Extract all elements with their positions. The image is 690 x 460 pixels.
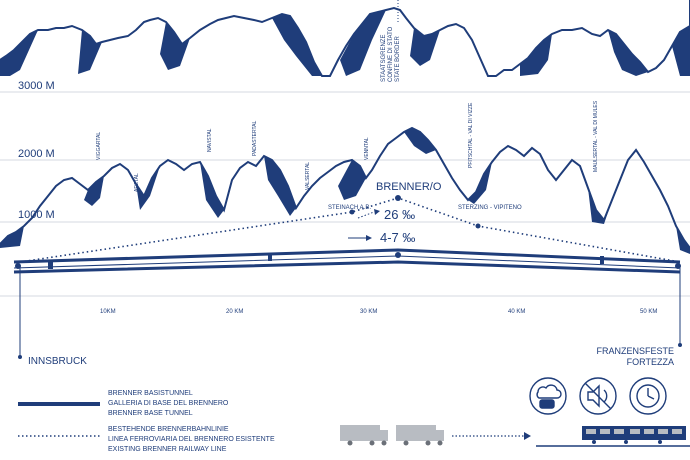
portal-marker-3 <box>600 256 604 264</box>
state-border-label: STAATSGRENZE CONFINE DI STATO STATE BORD… <box>381 26 401 82</box>
distance-label-50: 50 KM <box>640 309 657 315</box>
station-dot-brenner <box>395 195 401 201</box>
tunnel-mid-brenner <box>395 252 401 258</box>
svg-text:CONFINE DI STATO: CONFINE DI STATO <box>388 26 394 82</box>
legend-base-tunnel-en: BRENNER BASE TUNNEL <box>108 410 193 417</box>
truck-icon <box>340 425 444 446</box>
terrain-shading <box>0 128 690 254</box>
station-label-sterzing: STERZING - VIPITENO <box>458 205 522 211</box>
legend-existing-it: LINEA FERROVIARIA DEL BRENNERO ESISTENTE <box>108 436 275 443</box>
gradient-existing-arrow <box>357 209 380 219</box>
valley-label-arztal: ARZTAL <box>134 173 140 192</box>
upper-ridge-shading <box>0 10 690 76</box>
station-label-steinach: STEINACH A.B. <box>328 205 371 211</box>
distance-label-30: 30 KM <box>360 309 377 315</box>
innsbruck-dot <box>18 355 22 359</box>
elevation-label-2000: 2000 M <box>18 148 55 160</box>
valley-label-maulsertal: MAULSERTAL - VAL DI MULES <box>593 100 599 172</box>
station-dot-steinach <box>349 209 355 215</box>
weather-cloud-train-icon <box>529 377 567 415</box>
endpoint-franzensfeste: FRANZENSFESTE <box>596 346 674 356</box>
arrow-right-icon <box>452 432 531 440</box>
station-label-brenner: BRENNER/O <box>376 181 442 193</box>
endpoint-fortezza: FORTEZZA <box>627 357 674 367</box>
elevation-label-3000: 3000 M <box>18 80 55 92</box>
endpoint-innsbruck: INNSBRUCK <box>28 356 87 367</box>
train-icon <box>536 426 690 447</box>
svg-text:STATE BORDER: STATE BORDER <box>395 36 401 82</box>
main-terrain-profile <box>0 126 690 249</box>
elevation-label-1000: 1000 M <box>18 209 55 221</box>
no-noise-icon <box>579 377 617 415</box>
valley-label-viggartal: VIGGARTAL <box>96 132 102 160</box>
gradient-base-tunnel: 4-7 ‰ <box>380 230 415 245</box>
svg-text:STAATSGRENZE: STAATSGRENZE <box>381 35 387 82</box>
legend-base-tunnel-it: GALLERIA DI BASE DEL BRENNERO <box>108 400 229 407</box>
station-dot-sterzing <box>475 223 481 229</box>
legend-base-tunnel-swatch <box>18 402 100 406</box>
valley-label-valsertal: VALSERTAL <box>305 162 311 190</box>
upper-ridge-profile <box>0 0 690 77</box>
base-tunnel-line <box>13 248 681 274</box>
portal-marker-2 <box>268 253 272 261</box>
portal-marker-1 <box>48 261 53 269</box>
valley-label-padastertal: PADASTERTAL <box>252 120 258 156</box>
valley-label-venntal: VENNTAL <box>364 137 370 160</box>
distance-label-10: 10KM <box>100 309 116 315</box>
gradient-existing: 26 ‰ <box>384 207 415 222</box>
franzensfeste-dot <box>678 343 682 347</box>
valley-label-pfitschtal: PFITSCHTAL - VAL DI VIZZE <box>468 102 474 168</box>
gradient-base-arrow <box>348 235 372 241</box>
valley-label-navistal: NAVISTAL <box>207 128 213 152</box>
legend-base-tunnel-de: BRENNER BASISTUNNEL <box>108 390 193 397</box>
distance-label-20: 20 KM <box>226 309 243 315</box>
distance-label-40: 40 KM <box>508 309 525 315</box>
clock-icon <box>629 377 667 415</box>
legend-existing-de: BESTEHENDE BRENNERBAHNLINIE <box>108 426 229 433</box>
legend-existing-en: EXISTING BRENNER RAILWAY LINE <box>108 446 227 453</box>
